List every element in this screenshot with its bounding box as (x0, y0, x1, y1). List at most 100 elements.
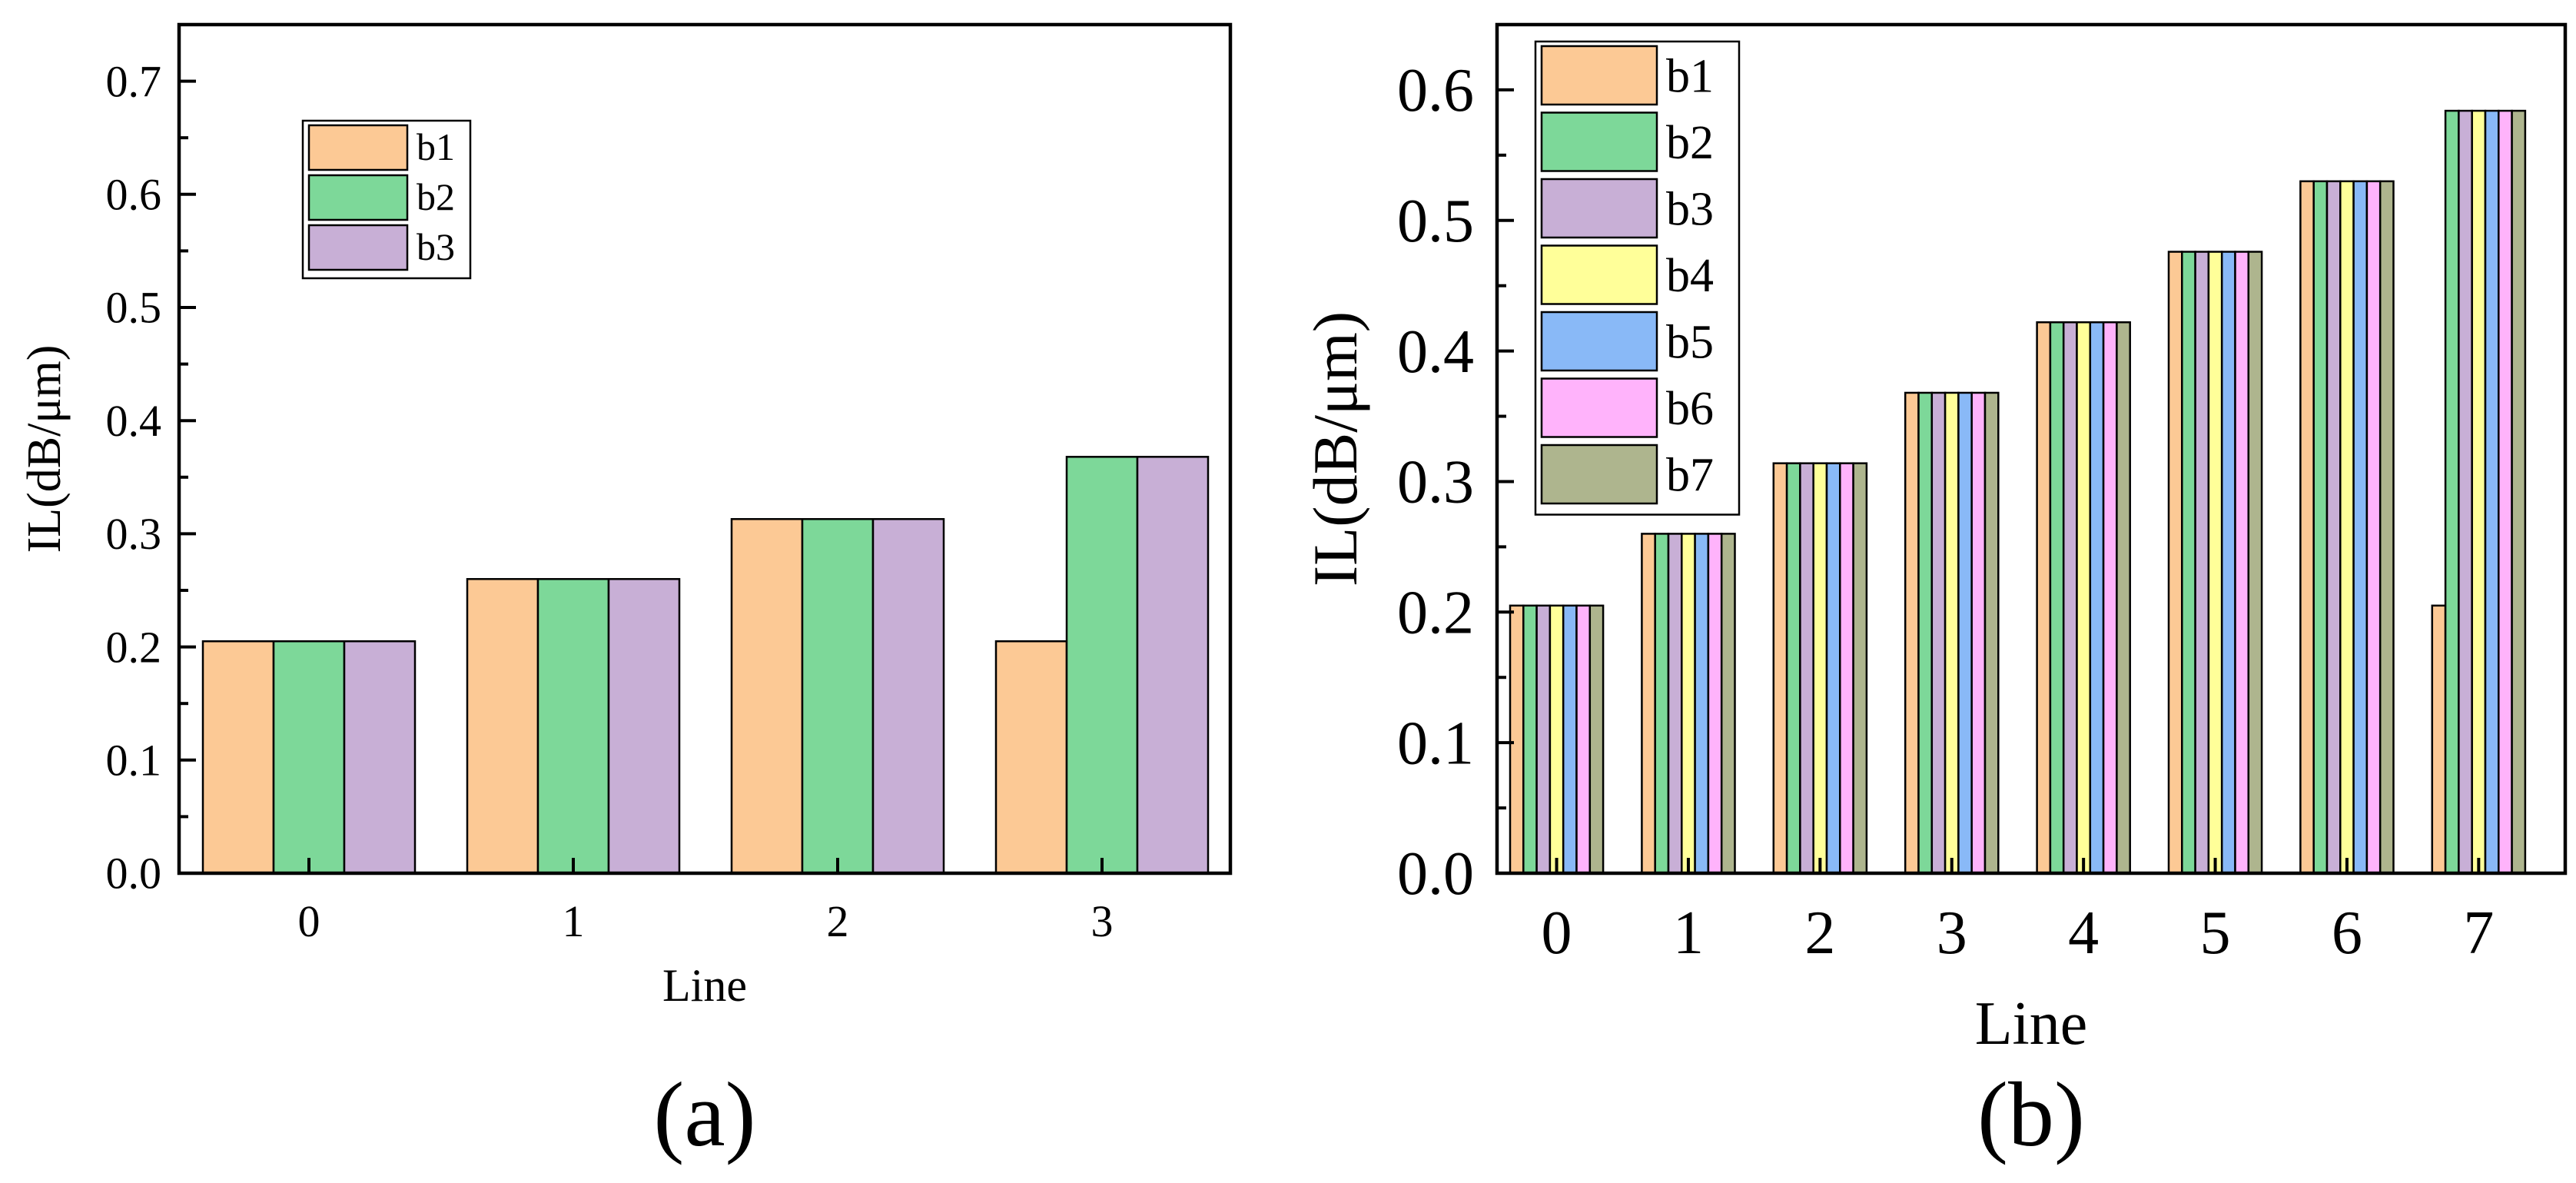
y-tick-label-b: 0.6 (1397, 57, 1474, 125)
bar-a-b3-line-3 (1136, 456, 1210, 875)
bar-b-b7-line-3 (1983, 391, 2000, 875)
x-tick-label-a: 0 (298, 896, 320, 946)
bar-b-b6-line-6 (2365, 180, 2382, 875)
legend-swatch-a-b3 (307, 224, 409, 271)
bar-b-b2-line-5 (2181, 251, 2196, 875)
bar-b-b1-line-5 (2167, 251, 2183, 875)
plot-frame-b (1495, 22, 2568, 876)
bar-b-b1-line-2 (1772, 462, 1788, 875)
bar-b-b1-line-4 (2036, 321, 2052, 875)
y-tick-label-b: 0.0 (1397, 840, 1474, 908)
legend-label-b-b5: b5 (1666, 316, 1714, 368)
y-tick-label-b: 0.2 (1397, 580, 1474, 647)
x-tick-label-b: 5 (2200, 899, 2231, 967)
legend-swatch-a-b2 (307, 174, 409, 221)
bar-b-b2-line-7 (2444, 109, 2460, 875)
bar-b-b7-line-4 (2116, 321, 2131, 875)
y-tick-label-a: 0.4 (106, 396, 162, 446)
panel-label-b: (b) (1977, 1063, 2085, 1165)
bar-b-b2-line-6 (2312, 180, 2329, 875)
legend-swatch-a-b1 (307, 124, 409, 171)
bar-b-b1-line-7 (2431, 604, 2447, 875)
y-tick-label-a: 0.6 (106, 170, 162, 220)
bar-b-b2-line-4 (2049, 321, 2065, 875)
bar-b-b4-line-4 (2076, 321, 2092, 875)
bar-b-b7-line-5 (2247, 251, 2263, 875)
bar-a-b3-line-2 (871, 518, 945, 875)
legend-label-a-b2: b2 (417, 175, 455, 218)
bar-b-b5-line-1 (1694, 533, 1710, 875)
y-tick-label-a: 0.2 (106, 622, 162, 672)
bar-a-b2-line-1 (536, 578, 610, 875)
x-axis-title-b: Line (1975, 990, 2088, 1058)
legend-label-b-b3: b3 (1666, 183, 1714, 235)
plot-frame-a (177, 22, 1233, 876)
bar-b-b5-line-3 (1957, 391, 1973, 875)
legend-label-b-b4: b4 (1666, 250, 1714, 302)
y-tick-label-a: 0.1 (106, 736, 162, 786)
x-tick-label-a: 3 (1091, 896, 1114, 946)
bar-a-b2-line-2 (801, 518, 875, 875)
y-tick-label-b: 0.5 (1397, 188, 1474, 255)
bar-b-b3-line-3 (1930, 391, 1947, 875)
bar-b-b4-line-7 (2471, 109, 2487, 875)
bar-b-b6-line-2 (1839, 462, 1854, 875)
bar-b-b7-line-0 (1588, 604, 1605, 875)
legend-swatch-b-b3 (1540, 178, 1658, 239)
x-tick-label-b: 1 (1673, 899, 1704, 967)
bar-b-b4-line-2 (1812, 462, 1828, 875)
x-tick-label-b: 0 (1542, 899, 1572, 967)
x-tick-label-a: 1 (563, 896, 585, 946)
legend-label-b-b7: b7 (1666, 449, 1714, 501)
bar-b-b3-line-6 (2325, 180, 2342, 875)
bar-b-b1-line-1 (1641, 533, 1656, 875)
bar-b-b3-line-1 (1667, 533, 1683, 875)
bar-b-b7-line-2 (1852, 462, 1868, 875)
bar-a-b3-line-1 (607, 578, 681, 875)
bar-b-b3-line-2 (1799, 462, 1814, 875)
legend-swatch-b-b2 (1540, 111, 1658, 172)
panel-b: 0.0 0.1 0.2 0.3 0.4 0.5 0.6 0 1 2 3 4 5 6 7 Line IL(dB/μ… (1300, 22, 2568, 1165)
bar-b-b6-line-7 (2498, 109, 2513, 875)
x-tick-label-a: 2 (827, 896, 849, 946)
y-tick-label-a: 0.3 (106, 509, 162, 559)
bar-b-b1-line-3 (1904, 391, 1920, 875)
bar-b-b5-line-5 (2220, 251, 2236, 875)
bar-a-b1-line-2 (730, 518, 804, 875)
bar-b-b3-line-5 (2194, 251, 2210, 875)
bar-b-b4-line-0 (1549, 604, 1565, 875)
bar-a-b1-line-0 (201, 640, 275, 875)
y-tick-label-a: 0.5 (106, 283, 162, 333)
x-tick-label-b: 6 (2332, 899, 2362, 967)
y-axis-title-b: IL(dB/μm) (1300, 311, 1370, 587)
bar-b-b6-line-3 (1970, 391, 1987, 875)
bar-b-b2-line-0 (1522, 604, 1538, 875)
bar-b-b1-line-6 (2299, 180, 2315, 875)
bar-b-b5-line-7 (2484, 109, 2500, 875)
bar-b-b3-line-0 (1535, 604, 1552, 875)
legend-label-a-b1: b1 (417, 125, 455, 168)
bar-b-b7-line-7 (2511, 109, 2527, 875)
legend-swatch-b-b7 (1540, 444, 1658, 505)
legend-label-b-b6: b6 (1666, 383, 1714, 435)
bar-b-b4-line-1 (1681, 533, 1696, 875)
x-axis-title-a: Line (662, 960, 747, 1011)
y-tick-label-a: 0.7 (106, 56, 162, 106)
bar-b-b6-line-0 (1575, 604, 1592, 875)
bar-b-b2-line-1 (1654, 533, 1670, 875)
legend-swatch-b-b6 (1540, 377, 1658, 438)
bar-b-b6-line-4 (2102, 321, 2118, 875)
bar-a-b1-line-1 (466, 578, 539, 875)
bar-b-b3-line-4 (2062, 321, 2078, 875)
legend-label-b-b2: b2 (1666, 117, 1714, 169)
bar-b-b5-line-0 (1562, 604, 1578, 875)
y-tick-label-b: 0.3 (1397, 449, 1474, 517)
bar-b-b5-line-6 (2352, 180, 2369, 875)
bar-a-b2-line-0 (272, 640, 346, 875)
bar-a-b2-line-3 (1065, 456, 1139, 875)
x-tick-label-b: 7 (2463, 899, 2494, 967)
bar-b-b5-line-2 (1825, 462, 1841, 875)
y-tick-label-b: 0.1 (1397, 709, 1474, 777)
bar-b-b3-line-7 (2458, 109, 2473, 875)
